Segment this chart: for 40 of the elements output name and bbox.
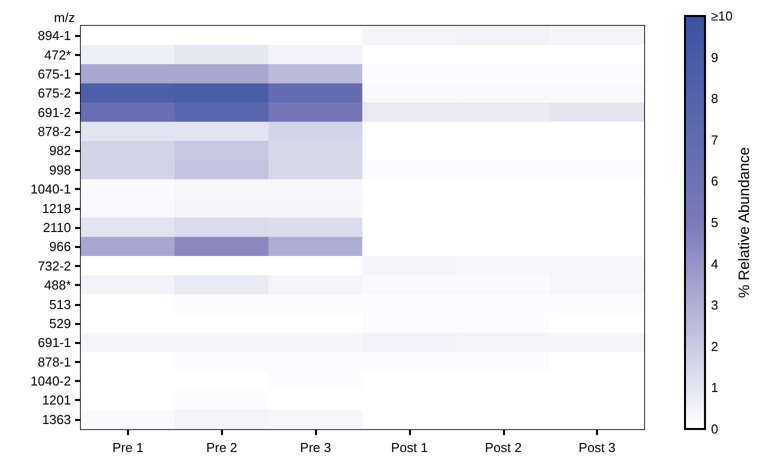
y-tick-label: 732-2 xyxy=(38,258,71,274)
x-tick-label: Pre 1 xyxy=(112,440,144,455)
color-bar-label: 3 xyxy=(711,298,718,313)
y-tick-label: 1363 xyxy=(42,412,71,427)
color-bar-label: 5 xyxy=(711,215,718,230)
color-bar-label: 0 xyxy=(711,422,718,436)
y-tick-label: 998 xyxy=(49,162,71,178)
y-tick-label: 894-1 xyxy=(38,28,71,44)
x-tick-label: Pre 3 xyxy=(300,440,332,455)
y-tick-label: 513 xyxy=(49,296,71,312)
color-bar-label: ≥10 xyxy=(711,8,733,24)
color-bar-label: 7 xyxy=(711,132,718,148)
y-tick-label: 1040-2 xyxy=(30,374,71,389)
y-tick-label: 675-1 xyxy=(38,66,71,82)
y-tick-label: 2110 xyxy=(43,220,71,235)
y-tick-label: 691-1 xyxy=(38,335,71,350)
color-bar-label: 9 xyxy=(711,50,718,65)
x-tick-label: Post 3 xyxy=(578,440,616,455)
y-tick-label: 982 xyxy=(49,143,71,158)
y-tick-label: 1040-1 xyxy=(30,182,71,197)
color-bar-label: 4 xyxy=(711,256,718,272)
y-tick-label: 691-2 xyxy=(38,104,71,120)
y-tick-label: 1218 xyxy=(42,200,71,216)
color-bar-label: 8 xyxy=(711,91,718,106)
y-tick-label: 472* xyxy=(44,47,71,62)
x-tick-label: Post 1 xyxy=(390,440,428,455)
color-bar-title: % Relative Abundance xyxy=(736,147,753,298)
y-tick-label: 675-2 xyxy=(38,86,71,101)
y-tick-label: 966 xyxy=(49,239,71,254)
y-tick-label: 878-2 xyxy=(38,124,71,140)
color-bar-label: 2 xyxy=(711,338,718,354)
color-bar-label: 1 xyxy=(711,380,718,396)
y-axis-title: m/z xyxy=(54,10,75,25)
y-tick-label: 488* xyxy=(44,278,71,293)
x-tick-label: Post 2 xyxy=(484,440,522,455)
y-tick-label: 529 xyxy=(49,316,71,331)
y-tick-label: 878-1 xyxy=(38,354,71,370)
color-bar-label: 6 xyxy=(711,174,718,189)
x-tick-label: Pre 2 xyxy=(206,440,238,455)
y-tick-label: 1201 xyxy=(42,392,71,408)
